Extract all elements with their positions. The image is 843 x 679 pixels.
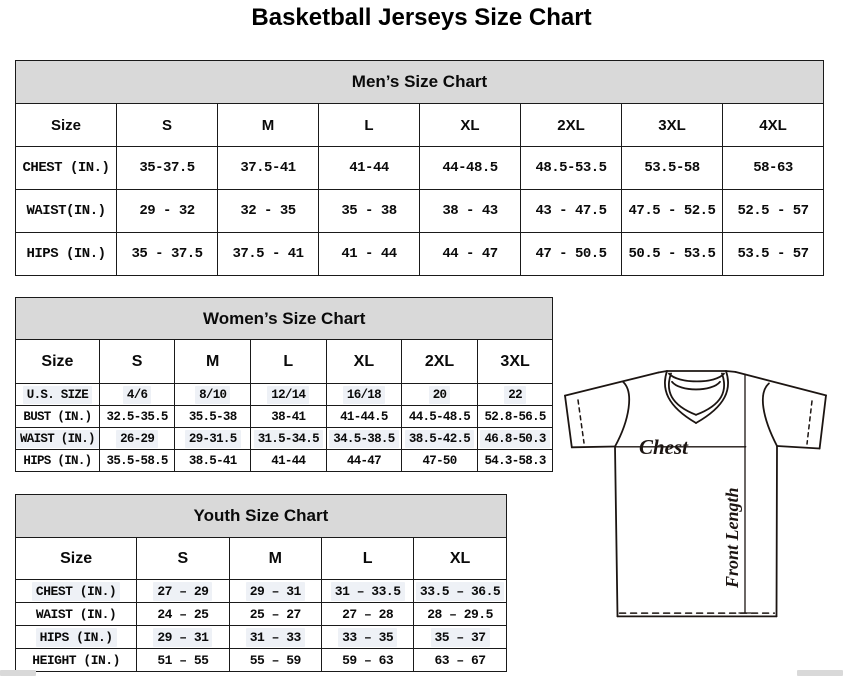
svg-text:Chest: Chest: [639, 435, 689, 459]
svg-text:Front Length: Front Length: [722, 487, 742, 589]
